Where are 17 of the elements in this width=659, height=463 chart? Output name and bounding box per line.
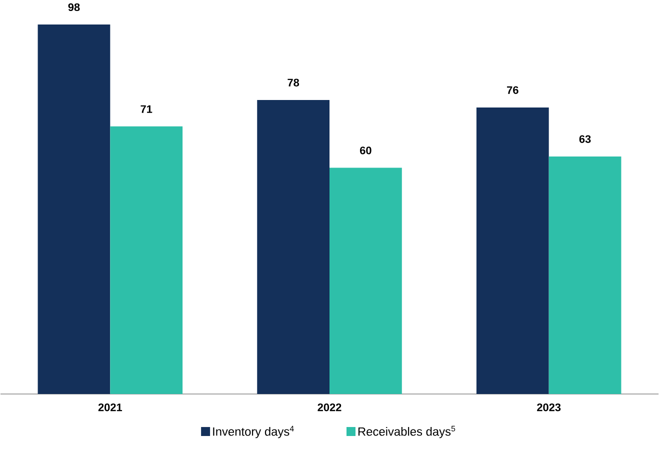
bar <box>476 108 549 394</box>
bar <box>257 100 330 394</box>
data-label: 78 <box>288 78 300 87</box>
legend-label: Inventory days$^{4}$ <box>213 426 294 438</box>
bar <box>330 168 402 394</box>
data-label: 76 <box>507 86 518 94</box>
data-label: 60 <box>360 146 372 154</box>
data-label: 71 <box>140 105 152 113</box>
data-label: 98 <box>68 3 80 12</box>
x-tick-label: 2023 <box>537 404 561 412</box>
data-label: 63 <box>579 135 591 144</box>
legend-label: Receivables days$^{5}$ <box>358 426 456 438</box>
x-tick-label: 2022 <box>318 404 342 412</box>
bar <box>110 126 183 394</box>
bar <box>548 156 622 394</box>
bar <box>38 24 110 394</box>
x-tick-label: 2021 <box>98 404 122 412</box>
